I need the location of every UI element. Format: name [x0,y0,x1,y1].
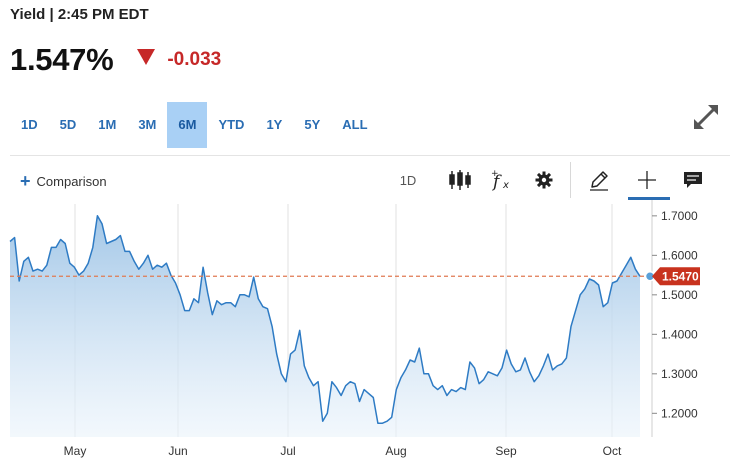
active-tool-indicator [628,197,670,200]
svg-text:f: f [491,172,502,192]
range-tab-5y[interactable]: 5Y [304,117,321,132]
comparison-label: Comparison [36,174,107,189]
y-tick-label: 1.3000 [661,367,698,381]
current-price-label: 1.5470 [662,269,699,283]
range-tab-1y[interactable]: 1Y [266,117,283,132]
plus-icon: + [20,171,31,191]
range-tab-1m[interactable]: 1M [98,117,117,132]
expand-icon[interactable] [690,101,722,133]
y-tick-label: 1.6000 [661,248,698,262]
change-value: -0.033 [167,49,222,70]
range-tab-1d[interactable]: 1D [21,117,38,132]
header-title: Yield | 2:45 PM EDT [10,6,149,23]
series-area [10,215,640,437]
function-icon[interactable]: f x + [490,168,514,192]
svg-text:+: + [491,169,499,179]
quote-row: 1.547% -0.033 [10,42,221,78]
interval-selector[interactable]: 1D [399,172,417,188]
y-tick-label: 1.2000 [661,406,698,420]
y-tick-label: 1.4000 [661,327,698,341]
x-tick-jul: Jul [280,444,295,458]
svg-text:x: x [502,180,509,191]
y-tick-label: 1.5000 [661,288,698,302]
x-tick-may: May [64,444,87,458]
series-line [9,215,641,424]
range-tab-3m[interactable]: 3M [138,117,157,132]
current-price-tag [652,267,700,286]
range-tabs: 1D 5D 1M 3M 6M YTD 1Y 5Y ALL [10,102,379,148]
range-tab-5d[interactable]: 5D [59,117,77,132]
x-tick-sep: Sep [495,444,517,458]
gear-icon[interactable] [532,168,556,192]
comparison-button[interactable]: + Comparison [20,171,107,191]
yield-chart[interactable]: May Jun Jul Aug Sep Oct 1.7000 1.6000 1.5000 1.40… [0,200,742,471]
toolbar-divider [570,162,571,198]
quote-value: 1.547% [10,42,114,77]
candlestick-icon[interactable] [448,168,472,192]
range-tab-all[interactable]: ALL [342,117,368,132]
range-tab-ytd[interactable]: YTD [218,117,245,132]
chart-area[interactable]: May Jun Jul Aug Sep Oct 1.7000 1.6000 1.5000 1.40… [0,200,742,471]
pencil-icon[interactable] [586,168,612,192]
range-tab-6m[interactable]: 6M [167,102,208,148]
x-tick-oct: Oct [603,444,622,458]
x-tick-jun: Jun [168,444,187,458]
x-tick-aug: Aug [385,444,406,458]
y-tick-label: 1.7000 [661,209,698,223]
crosshair-icon[interactable] [634,168,660,192]
down-arrow-icon [137,49,156,65]
comment-icon[interactable] [680,168,706,192]
chart-toolbar: + Comparison 1D f x + [10,155,730,201]
